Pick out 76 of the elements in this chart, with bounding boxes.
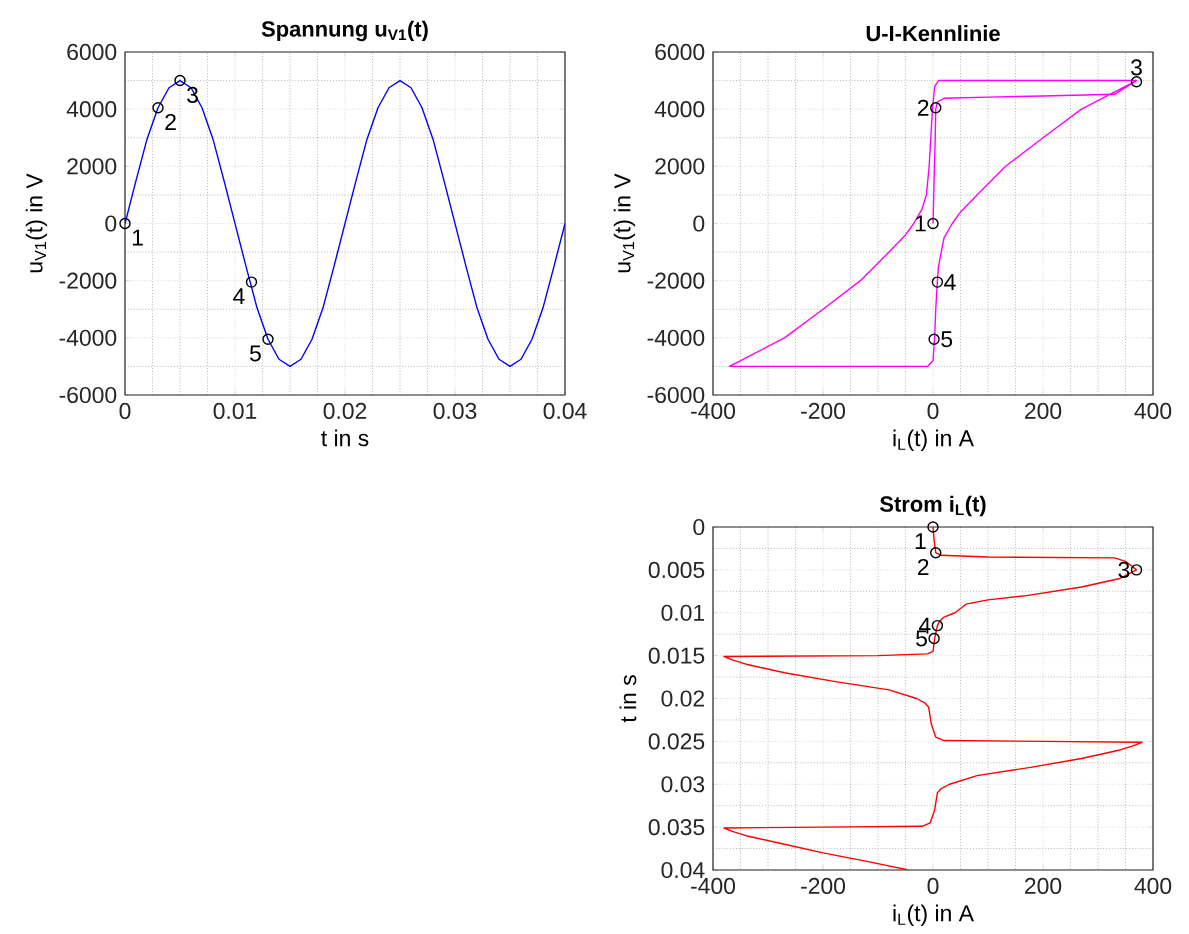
- y-tick-label: 0.015: [648, 647, 705, 664]
- annotation: 3: [1118, 561, 1130, 578]
- chart-title: Spannung u$_{V1}$(t): [261, 20, 428, 42]
- y-tick-label: -6000: [59, 386, 117, 404]
- annotation: 1: [915, 533, 926, 549]
- y-tick-label: 0: [693, 518, 705, 536]
- annotation: 1: [915, 215, 926, 232]
- x-tick-label: 0: [927, 877, 939, 895]
- y-tick-label: -2000: [647, 272, 705, 289]
- y-axis-title: u$_{V1}$(t) in V: [25, 173, 48, 273]
- x-tick-label: 0.03: [433, 402, 477, 420]
- y-tick-label: 0.04: [661, 861, 705, 879]
- x-tick-label: 0: [119, 402, 131, 420]
- y-tick-label: 0.025: [648, 733, 705, 750]
- annotation: 5: [941, 331, 953, 348]
- point: [930, 102, 942, 114]
- annotation: 4: [944, 274, 956, 290]
- y-axis-title: u$_{V1}$(t) in V: [613, 173, 636, 273]
- x-tick-label: 200: [1025, 402, 1062, 420]
- point: [931, 619, 944, 632]
- point: [174, 74, 186, 87]
- y-tick-label: 4000: [66, 101, 117, 118]
- y-tick-label: 0.005: [648, 561, 705, 578]
- x-tick-label: 400: [1134, 877, 1172, 895]
- x-tick-label: 200: [1025, 877, 1062, 895]
- line-series: [728, 79, 1138, 368]
- y-tick-label: -2000: [59, 272, 117, 289]
- point: [930, 547, 942, 559]
- y-tick-label: 2000: [67, 158, 117, 175]
- y-tick-label: -4000: [59, 329, 117, 346]
- chart-title: U-I-Kennlinie: [866, 25, 1000, 42]
- x-axis-title: i$_{L}$(t) in A: [893, 904, 974, 926]
- point: [931, 276, 944, 288]
- annotation: 4: [233, 288, 245, 305]
- x-tick-label: 0.01: [213, 402, 257, 420]
- x-axis-title: i$_{L}$(t) in A: [893, 429, 974, 451]
- line-series: [723, 527, 1143, 870]
- y-axis-title: t in s: [619, 675, 637, 723]
- x-tick-label: -400: [691, 877, 736, 895]
- y-tick-label: -4000: [647, 329, 705, 346]
- y-tick-label: 2000: [655, 158, 705, 175]
- y-tick-label: 0.02: [661, 690, 705, 707]
- chart-title: Strom i$_{L}$(t): [879, 495, 986, 517]
- y-tick-label: 4000: [654, 101, 705, 118]
- point: [152, 102, 164, 114]
- point: [928, 632, 940, 645]
- point: [119, 217, 131, 230]
- y-tick-label: 6000: [67, 43, 117, 61]
- y-tick-label: 0.01: [661, 604, 705, 621]
- x-tick-label: -200: [801, 402, 846, 420]
- point: [928, 333, 940, 345]
- x-tick-label: 0.02: [323, 402, 367, 420]
- y-tick-label: 6000: [655, 43, 705, 61]
- y-tick-label: 0.035: [648, 819, 705, 836]
- point: [262, 333, 274, 345]
- point: [245, 276, 258, 288]
- y-tick-label: -6000: [647, 386, 705, 404]
- x-axis-title: t in s: [321, 429, 369, 447]
- x-tick-label: 400: [1134, 402, 1172, 420]
- y-tick-label: 0: [693, 215, 705, 232]
- annotation: 3: [1131, 59, 1142, 76]
- annotation: 2: [917, 558, 929, 575]
- point: [927, 521, 939, 533]
- point: [927, 217, 939, 230]
- annotation: 5: [249, 345, 261, 362]
- annotation: 2: [917, 99, 929, 116]
- x-tick-label: -200: [801, 877, 846, 895]
- annotation: 2: [165, 113, 176, 130]
- x-tick-label: 0.04: [543, 402, 587, 420]
- y-tick-label: 0.03: [661, 776, 705, 793]
- point: [1130, 564, 1143, 576]
- point: [1130, 76, 1143, 88]
- annotation: 1: [132, 229, 143, 246]
- y-tick-label: 0: [105, 215, 117, 232]
- x-tick-label: 0: [927, 402, 939, 420]
- x-tick-label: -400: [691, 402, 736, 420]
